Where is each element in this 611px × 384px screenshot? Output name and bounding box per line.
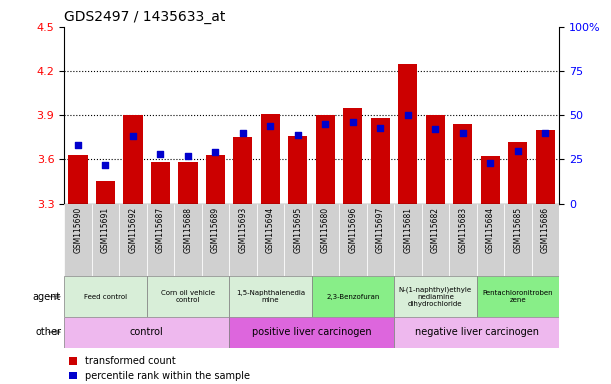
Bar	[508, 142, 527, 204]
Bar	[68, 155, 87, 204]
Bar	[371, 118, 390, 204]
Text: negative liver carcinogen: negative liver carcinogen	[415, 327, 538, 337]
Point	[183, 153, 193, 159]
Point	[458, 130, 468, 136]
Bar	[229, 276, 312, 317]
Point	[210, 149, 221, 156]
Text: control: control	[130, 327, 164, 337]
Bar	[426, 115, 445, 204]
Bar	[288, 136, 307, 204]
Text: positive liver carcinogen: positive liver carcinogen	[252, 327, 371, 337]
Point	[541, 130, 551, 136]
Bar	[147, 276, 229, 317]
Text: GSM115696: GSM115696	[348, 207, 357, 253]
Text: GSM115684: GSM115684	[486, 207, 495, 253]
Bar	[504, 204, 532, 276]
Text: GSM115680: GSM115680	[321, 207, 330, 253]
Bar	[367, 204, 394, 276]
Point	[293, 132, 303, 138]
Legend: transformed count, percentile rank within the sample: transformed count, percentile rank withi…	[69, 356, 249, 381]
Text: GSM115688: GSM115688	[183, 207, 192, 253]
Bar	[123, 115, 142, 204]
Text: GSM115693: GSM115693	[238, 207, 247, 253]
Text: GSM115692: GSM115692	[128, 207, 137, 253]
Point	[376, 124, 386, 131]
Bar	[339, 204, 367, 276]
Text: GSM115695: GSM115695	[293, 207, 302, 253]
Point	[348, 119, 358, 125]
Text: GSM115685: GSM115685	[513, 207, 522, 253]
Point	[486, 160, 496, 166]
Point	[128, 133, 138, 139]
Bar	[206, 155, 225, 204]
Point	[321, 121, 331, 127]
Bar	[64, 204, 92, 276]
Bar	[312, 276, 394, 317]
Bar	[261, 114, 280, 204]
Text: GSM115694: GSM115694	[266, 207, 275, 253]
Text: N-(1-naphthyl)ethyle
nediamine
dihydrochloride: N-(1-naphthyl)ethyle nediamine dihydroch…	[399, 286, 472, 307]
Text: GSM115686: GSM115686	[541, 207, 550, 253]
Bar	[178, 162, 197, 204]
Point	[100, 162, 111, 168]
Text: GSM115691: GSM115691	[101, 207, 110, 253]
Bar	[92, 204, 119, 276]
Text: GSM115683: GSM115683	[458, 207, 467, 253]
Text: GSM115690: GSM115690	[73, 207, 82, 253]
Text: GSM115689: GSM115689	[211, 207, 220, 253]
Bar	[532, 204, 559, 276]
Text: GSM115687: GSM115687	[156, 207, 165, 253]
Bar	[284, 204, 312, 276]
Point	[73, 142, 83, 148]
Bar	[229, 204, 257, 276]
Text: other: other	[35, 327, 61, 337]
Text: 1,5-Naphthalenedia
mine: 1,5-Naphthalenedia mine	[236, 290, 305, 303]
Text: GSM115682: GSM115682	[431, 207, 440, 253]
Bar	[312, 204, 339, 276]
Point	[431, 126, 441, 132]
Bar	[394, 276, 477, 317]
Text: GSM115681: GSM115681	[403, 207, 412, 253]
Bar	[343, 108, 362, 204]
Text: Feed control: Feed control	[84, 294, 127, 300]
Bar	[202, 204, 229, 276]
Bar	[477, 204, 504, 276]
Point	[513, 147, 523, 154]
Bar	[257, 204, 284, 276]
Bar	[233, 137, 252, 204]
Bar	[481, 156, 500, 204]
Text: Corn oil vehicle
control: Corn oil vehicle control	[161, 290, 215, 303]
Bar	[96, 182, 115, 204]
Bar	[398, 64, 417, 204]
Point	[238, 130, 248, 136]
Bar	[147, 204, 174, 276]
Text: GDS2497 / 1435633_at: GDS2497 / 1435633_at	[64, 10, 225, 25]
Bar	[449, 204, 477, 276]
Bar	[422, 204, 449, 276]
Bar	[394, 204, 422, 276]
Text: Pentachloronitroben
zene: Pentachloronitroben zene	[483, 290, 553, 303]
Bar	[174, 204, 202, 276]
Text: GSM115697: GSM115697	[376, 207, 385, 253]
Bar	[64, 317, 229, 348]
Bar	[536, 130, 555, 204]
Bar	[477, 276, 559, 317]
Bar	[453, 124, 472, 204]
Text: 2,3-Benzofuran: 2,3-Benzofuran	[326, 294, 379, 300]
Point	[266, 123, 276, 129]
Bar	[229, 317, 394, 348]
Bar	[316, 115, 335, 204]
Bar	[394, 317, 559, 348]
Point	[156, 151, 166, 157]
Bar	[151, 162, 170, 204]
Point	[403, 112, 413, 118]
Text: agent: agent	[33, 291, 61, 302]
Bar	[64, 276, 147, 317]
Bar	[119, 204, 147, 276]
